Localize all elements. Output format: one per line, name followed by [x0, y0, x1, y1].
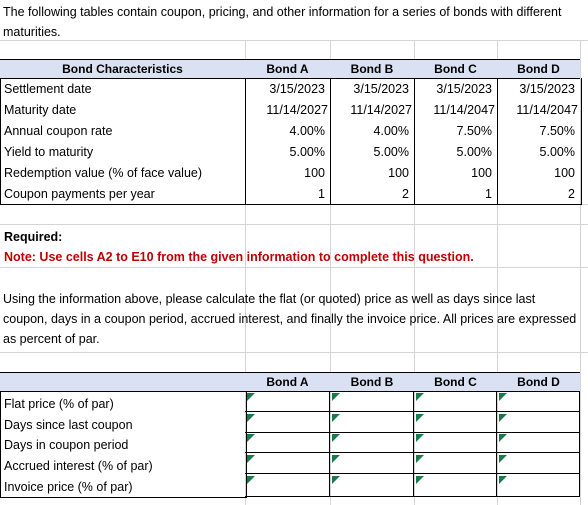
note-text: Note: Use cells A2 to E10 from the given… — [4, 250, 474, 264]
cell-coupon-c[interactable]: 7.50% — [456, 124, 492, 138]
input-flat-price-c[interactable] — [414, 391, 497, 412]
cell-note-marker-icon — [332, 434, 340, 442]
cell-maturity-b[interactable]: 11/14/2027 — [350, 103, 412, 117]
cell-note-marker-icon — [416, 476, 424, 484]
input-days-in-coupon-period-a[interactable] — [245, 432, 330, 453]
cell-note-marker-icon — [332, 414, 340, 422]
row-label-coupon-payments: Coupon payments per year — [4, 187, 155, 201]
row-label-maturity-date: Maturity date — [4, 103, 77, 117]
cell-payments-d[interactable]: 2 — [568, 187, 575, 201]
cell-coupon-d[interactable]: 7.50% — [539, 124, 575, 138]
table2-bond-b-header: Bond B — [350, 375, 394, 389]
cell-ytm-b[interactable]: 5.00% — [373, 145, 409, 159]
cell-maturity-a[interactable]: 11/14/2027 — [266, 103, 328, 117]
cell-note-marker-icon — [499, 455, 507, 463]
cell-coupon-b[interactable]: 4.00% — [373, 124, 409, 138]
cell-note-marker-icon — [499, 414, 507, 422]
input-flat-price-a[interactable] — [245, 391, 330, 412]
cell-settlement-b[interactable]: 3/15/2023 — [353, 82, 409, 96]
cell-note-marker-icon — [499, 393, 507, 401]
table1-border — [0, 78, 582, 205]
input-days-since-last-coupon-d[interactable] — [497, 412, 580, 433]
table1-bond-c-header: Bond C — [434, 62, 477, 76]
cell-ytm-c[interactable]: 5.00% — [456, 145, 492, 159]
input-days-since-last-coupon-b[interactable] — [330, 412, 414, 433]
table1-col-c-border — [414, 78, 498, 204]
cell-redemption-c[interactable]: 100 — [471, 166, 492, 180]
row-label-accrued-interest: Accrued interest (% of par) — [4, 459, 153, 473]
intro-text: The following tables contain coupon, pri… — [3, 5, 562, 39]
cell-ytm-d[interactable]: 5.00% — [539, 145, 575, 159]
cell-note-marker-icon — [416, 393, 424, 401]
row-label-invoice-price: Invoice price (% of par) — [4, 480, 133, 494]
cell-note-marker-icon — [416, 455, 424, 463]
cell-maturity-d[interactable]: 11/14/2047 — [516, 103, 578, 117]
input-flat-price-d[interactable] — [497, 391, 580, 412]
table1-header-row — [0, 59, 580, 79]
table2-bond-a-header: Bond A — [266, 375, 309, 389]
cell-note-marker-icon — [247, 434, 255, 442]
cell-note-marker-icon — [499, 476, 507, 484]
table1-bond-d-header: Bond D — [517, 62, 560, 76]
cell-note-marker-icon — [499, 434, 507, 442]
input-invoice-price-d[interactable] — [497, 474, 580, 497]
table1-bond-a-header: Bond A — [266, 62, 309, 76]
cell-note-marker-icon — [416, 434, 424, 442]
input-accrued-interest-c[interactable] — [414, 453, 497, 474]
cell-note-marker-icon — [332, 393, 340, 401]
row-label-flat-price: Flat price (% of par) — [4, 397, 114, 411]
row-label-settlement-date: Settlement date — [4, 82, 92, 96]
cell-settlement-d[interactable]: 3/15/2023 — [519, 82, 575, 96]
cell-payments-b[interactable]: 2 — [402, 187, 409, 201]
required-heading: Required: — [4, 230, 63, 244]
cell-note-marker-icon — [416, 414, 424, 422]
cell-note-marker-icon — [247, 455, 255, 463]
cell-note-marker-icon — [332, 455, 340, 463]
cell-note-marker-icon — [247, 414, 255, 422]
input-days-in-coupon-period-d[interactable] — [497, 432, 580, 453]
row-label-yield-to-maturity: Yield to maturity — [4, 145, 94, 159]
cell-payments-c[interactable]: 1 — [485, 187, 492, 201]
row-label-annual-coupon-rate: Annual coupon rate — [4, 124, 113, 138]
input-invoice-price-b[interactable] — [330, 474, 414, 497]
cell-settlement-c[interactable]: 3/15/2023 — [436, 82, 492, 96]
table1-col-b-border — [330, 78, 415, 204]
table2-bond-c-header: Bond C — [434, 375, 477, 389]
table2-header-row — [0, 372, 580, 392]
row-label-days-in-coupon-period: Days in coupon period — [4, 438, 129, 452]
input-days-in-coupon-period-b[interactable] — [330, 432, 414, 453]
input-accrued-interest-b[interactable] — [330, 453, 414, 474]
table2-bond-d-header: Bond D — [517, 375, 560, 389]
cell-redemption-b[interactable]: 100 — [388, 166, 409, 180]
input-days-since-last-coupon-a[interactable] — [245, 412, 330, 433]
input-accrued-interest-a[interactable] — [245, 453, 330, 474]
table1-label-col-border — [0, 78, 246, 204]
table1-col-d-border — [497, 78, 581, 204]
cell-note-marker-icon — [247, 476, 255, 484]
row-label-days-since-last-coupon: Days since last coupon — [4, 418, 133, 432]
cell-maturity-c[interactable]: 11/14/2047 — [433, 103, 495, 117]
input-invoice-price-c[interactable] — [414, 474, 497, 497]
input-days-in-coupon-period-c[interactable] — [414, 432, 497, 453]
table1-header-label: Bond Characteristics — [62, 62, 183, 76]
input-invoice-price-a[interactable] — [245, 474, 330, 497]
input-days-since-last-coupon-c[interactable] — [414, 412, 497, 433]
table2-label-border — [0, 391, 247, 498]
table1-bond-b-header: Bond B — [350, 62, 394, 76]
cell-note-marker-icon — [247, 393, 255, 401]
instructions-text: Using the information above, please calc… — [3, 292, 577, 346]
cell-ytm-a[interactable]: 5.00% — [289, 145, 325, 159]
row-label-redemption-value: Redemption value (% of face value) — [4, 166, 203, 180]
input-flat-price-b[interactable] — [330, 391, 414, 412]
cell-redemption-d[interactable]: 100 — [554, 166, 575, 180]
cell-settlement-a[interactable]: 3/15/2023 — [269, 82, 325, 96]
cell-redemption-a[interactable]: 100 — [304, 166, 325, 180]
input-accrued-interest-d[interactable] — [497, 453, 580, 474]
cell-coupon-a[interactable]: 4.00% — [289, 124, 325, 138]
cell-payments-a[interactable]: 1 — [318, 187, 325, 201]
cell-note-marker-icon — [332, 476, 340, 484]
